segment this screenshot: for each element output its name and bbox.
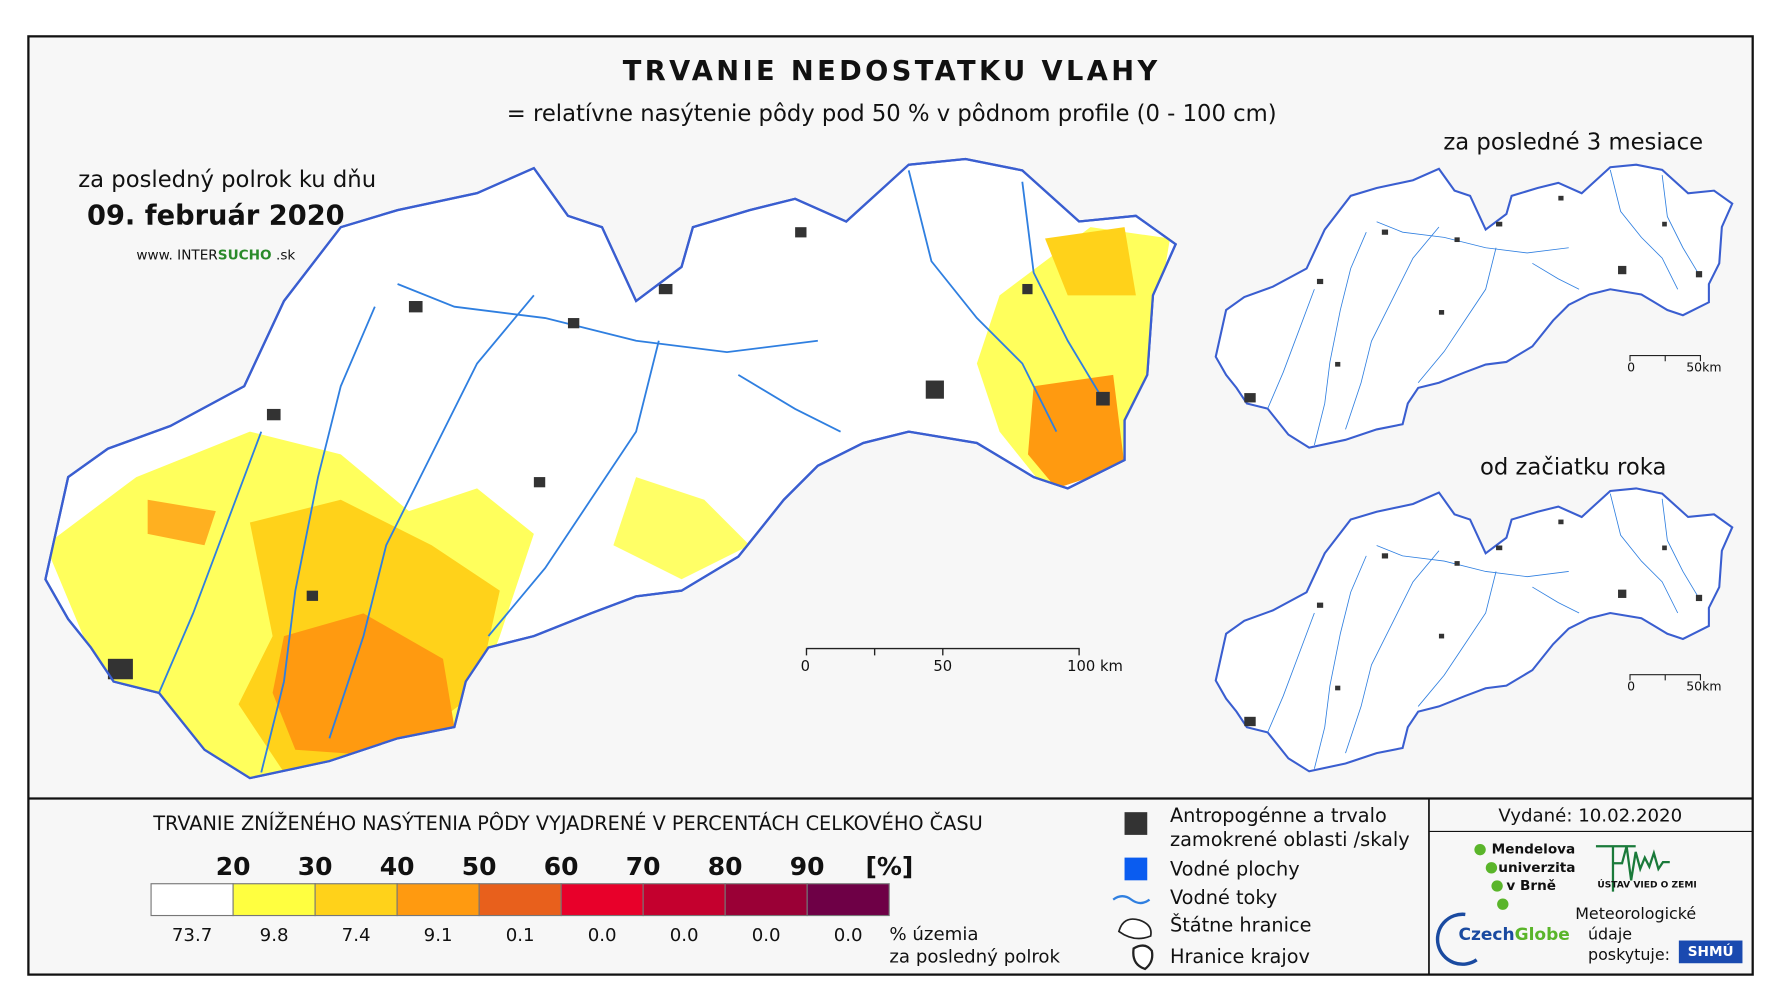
legend-threshold: 90 [790,852,825,881]
legend-swatch [150,883,234,917]
title: TRVANIE NEDOSTATKU VLAHY [623,56,1161,87]
inset-caption: za posledné 3 mesiace [1443,130,1703,156]
inset-caption: od začiatku roka [1480,454,1666,480]
legend-share: 0.0 [588,925,617,946]
share-caption: % územia [889,924,978,945]
legend-threshold: 30 [298,852,333,881]
legend-threshold: 70 [626,852,661,881]
legend-share: 0.0 [834,925,863,946]
legend-share: 0.1 [506,925,535,946]
logo-text: univerzita [1498,860,1575,876]
legend-text: Vodné plochy [1170,858,1300,881]
scale-label: 50km [1686,679,1721,694]
logo-text: Mendelova [1492,842,1576,858]
legend-threshold: 60 [544,852,579,881]
shmu-logo [1678,940,1743,964]
share-caption: za posledný polrok [889,947,1060,968]
legend-share: 7.4 [342,925,371,946]
legend-symbol [1112,895,1151,905]
issued-date: Vydané: 10.02.2020 [1498,806,1682,827]
legend-text: Vodné toky [1170,886,1277,909]
subtitle: = relatívne nasýtenie pôdy pod 50 % v pô… [507,101,1277,127]
scale-label: 50km [1686,360,1721,375]
map-date: 09. február 2020 [87,200,345,231]
scale-bar [1629,354,1702,362]
czechglobe-logo [1435,912,1478,966]
website: www. INTERSUCHO .sk [136,248,295,264]
scale-label: 0 [801,658,810,675]
legend-threshold: 40 [380,852,415,881]
scale-label: 0 [1627,679,1635,694]
legend-threshold: 50 [462,852,497,881]
legend-threshold: 80 [708,852,743,881]
legend-share: 0.0 [752,925,781,946]
logo-text: poskytuje: [1588,945,1670,964]
legend-text: Hranice krajov [1170,945,1310,968]
legend-threshold: 20 [216,852,251,881]
scale-label: 50 [933,658,952,675]
logo-text: Meteorologické [1575,904,1696,923]
drought-areas [45,227,1170,779]
legend-swatch [560,883,644,917]
legend-title: TRVANIE ZNÍŽENÉHO NASÝTENIA PÔDY VYJADRE… [152,811,983,835]
logo-text: údaje [1588,924,1632,943]
legend-share: 9.8 [260,925,289,946]
legend-symbol [1117,918,1152,940]
logo-text: SHMÚ [1688,942,1734,960]
legend-swatch [314,883,398,917]
institute-logo [1595,845,1670,892]
legend-share: 9.1 [424,925,453,946]
legend-symbol [1124,812,1148,835]
legend-swatch [724,883,808,917]
legend-swatch [642,883,726,917]
legend-symbol [1132,944,1154,971]
logo-dots [1474,843,1509,910]
main-map [44,157,1177,780]
legend-share: 0.0 [670,925,699,946]
legend-symbol [1124,857,1148,881]
legend-swatch [396,883,480,917]
legend-swatch [806,883,890,917]
logo-text: CzechGlobe [1458,925,1569,945]
legend-text: Štátne hranice [1170,912,1312,936]
legend-unit: [%] [865,852,913,881]
legend-swatch [478,883,562,917]
scale-bar [805,647,1080,656]
logo-text: ÚSTAV VIED O ZEMI [1597,878,1696,890]
scale-bar [1629,674,1702,681]
legend-text: zamokrené oblasti /skaly [1170,828,1410,851]
legend-swatch [232,883,316,917]
scale-label: 0 [1627,360,1635,375]
legend-share: 73.7 [172,925,212,946]
map-caption: za posledný polrok ku dňu [78,167,376,193]
logo-text: v Brně [1506,878,1556,894]
scale-label: 100 km [1067,658,1123,675]
color-legend: 73.7 9.8 7.4 9.1 0.1 0.0 0.0 0.0 0.0 20 30 40 50 60 70… [150,852,890,946]
legend-text: Antropogénne a trvalo [1170,804,1387,827]
